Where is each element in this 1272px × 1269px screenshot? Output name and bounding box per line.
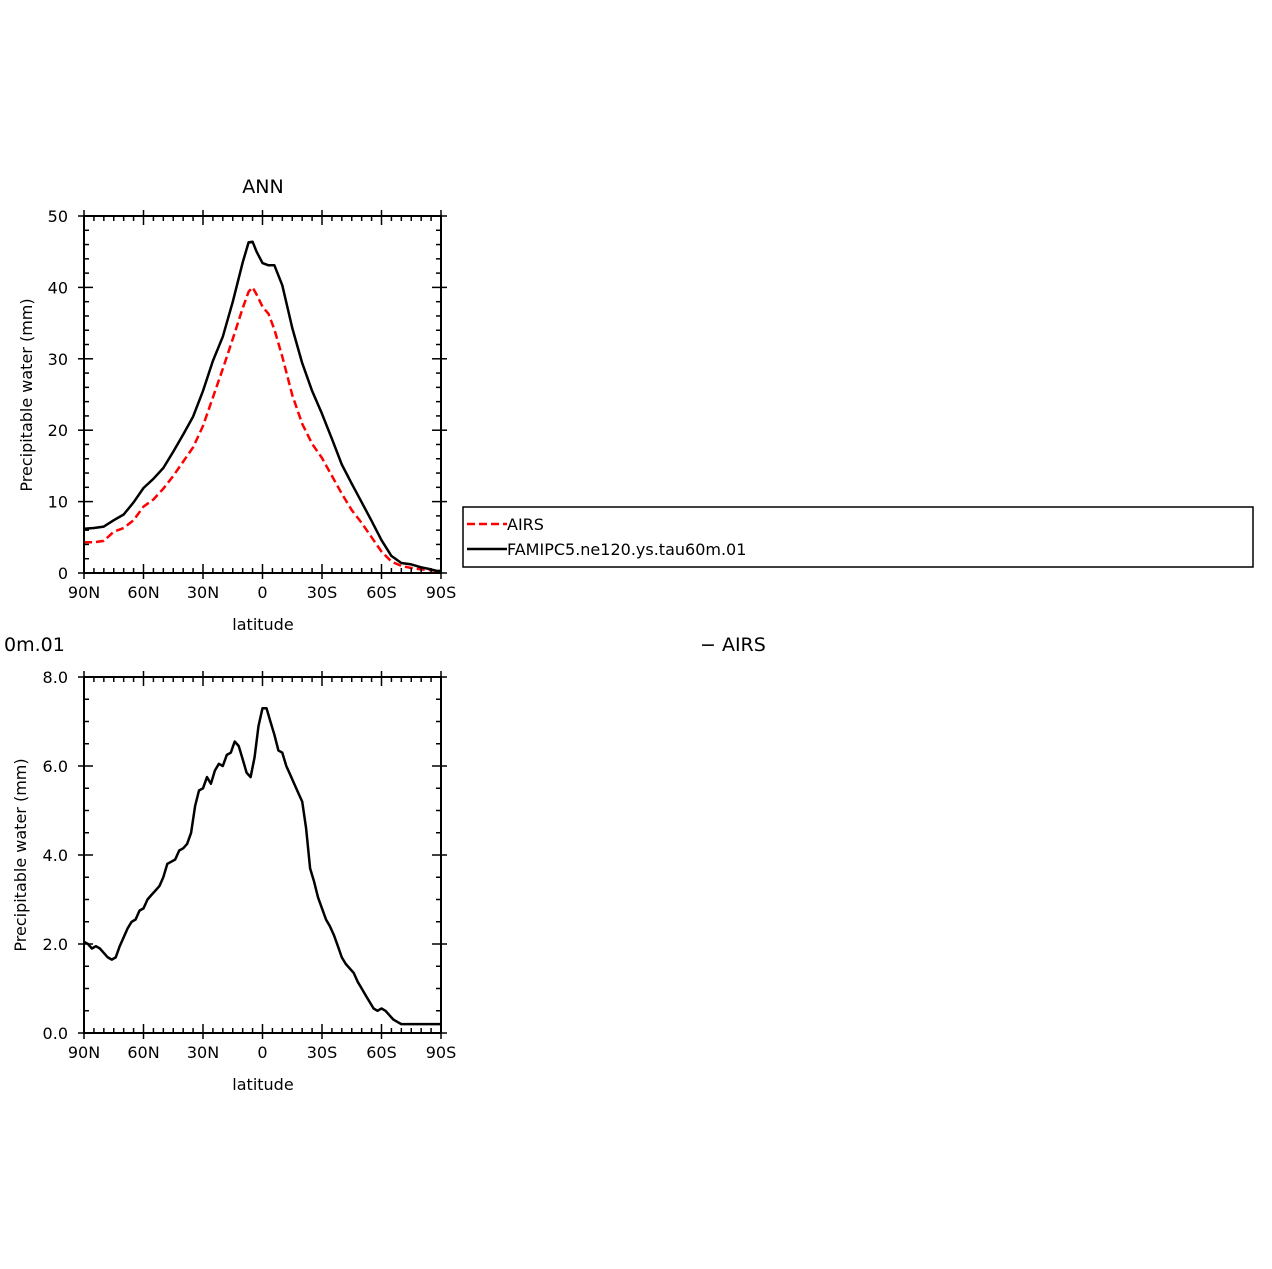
bottom-series-group xyxy=(83,706,441,1026)
top-x-tick-label: 30N xyxy=(187,583,219,602)
top-x-tick-label: 60S xyxy=(366,583,397,602)
bottom-panel: 0m.01 − AIRS Precipitable water (mm) lat… xyxy=(4,634,766,1094)
bottom-series-line-0 xyxy=(83,706,441,1026)
legend: AIRS FAMIPC5.ne120.ys.tau60m.01 xyxy=(462,506,1254,568)
legend-model-label: FAMIPC5.ne120.ys.tau60m.01 xyxy=(507,540,746,559)
bottom-y-tick-label: 4.0 xyxy=(43,846,68,865)
bottom-x-tick-label: 0 xyxy=(257,1043,267,1062)
bottom-y-axis-label: Precipitable water (mm) xyxy=(11,758,30,951)
bottom-y-tick-label: 8.0 xyxy=(43,668,68,687)
top-series-line-0 xyxy=(84,286,442,573)
bottom-x-axis-label: latitude xyxy=(232,1075,293,1094)
top-x-tick-label: 0 xyxy=(257,583,267,602)
top-x-tick-label: 60N xyxy=(127,583,159,602)
bottom-y-tick-label: 0.0 xyxy=(43,1024,68,1043)
top-x-axis-label: latitude xyxy=(232,615,293,634)
top-ticks-group: 90N 60N 30N 0 30S 60S 90S 0 10 20 30 40 50 xyxy=(48,207,457,602)
bottom-plot-frame xyxy=(83,676,442,1034)
top-y-tick-label: 20 xyxy=(48,421,68,440)
bottom-x-tick-label: 30N xyxy=(187,1043,219,1062)
top-y-tick-label: 0 xyxy=(58,564,68,583)
bottom-title-right-fragment: − AIRS xyxy=(700,634,766,656)
top-y-tick-label: 40 xyxy=(48,278,68,297)
bottom-title-left-fragment: 0m.01 xyxy=(4,634,65,656)
top-plot-frame xyxy=(83,215,442,574)
bottom-x-tick-label: 90N xyxy=(68,1043,100,1062)
bottom-x-tick-label: 60S xyxy=(366,1043,397,1062)
top-chart-title: ANN xyxy=(242,176,283,198)
bottom-y-tick-label: 6.0 xyxy=(43,757,68,776)
top-x-tick-label: 30S xyxy=(307,583,338,602)
legend-box xyxy=(462,506,1254,568)
top-x-tick-label: 90N xyxy=(68,583,100,602)
top-y-tick-label: 50 xyxy=(48,207,68,226)
top-panel: ANN Precipitable water (mm) latitude 90N… xyxy=(17,176,456,634)
top-y-tick-label: 10 xyxy=(48,493,68,512)
top-series-line-1 xyxy=(83,240,441,573)
top-y-tick-label: 30 xyxy=(48,350,68,369)
bottom-x-tick-label: 90S xyxy=(426,1043,457,1062)
legend-airs-label: AIRS xyxy=(507,515,544,534)
top-y-axis-label: Precipitable water (mm) xyxy=(17,298,36,491)
bottom-ticks-group: 90N 60N 30N 0 30S 60S 90S 0.0 2.0 4.0 6.0 8.0 xyxy=(43,668,457,1062)
bottom-y-tick-label: 2.0 xyxy=(43,935,68,954)
bottom-x-tick-label: 60N xyxy=(127,1043,159,1062)
top-x-tick-label: 90S xyxy=(426,583,457,602)
top-series-group xyxy=(83,240,442,573)
bottom-x-tick-label: 30S xyxy=(307,1043,338,1062)
